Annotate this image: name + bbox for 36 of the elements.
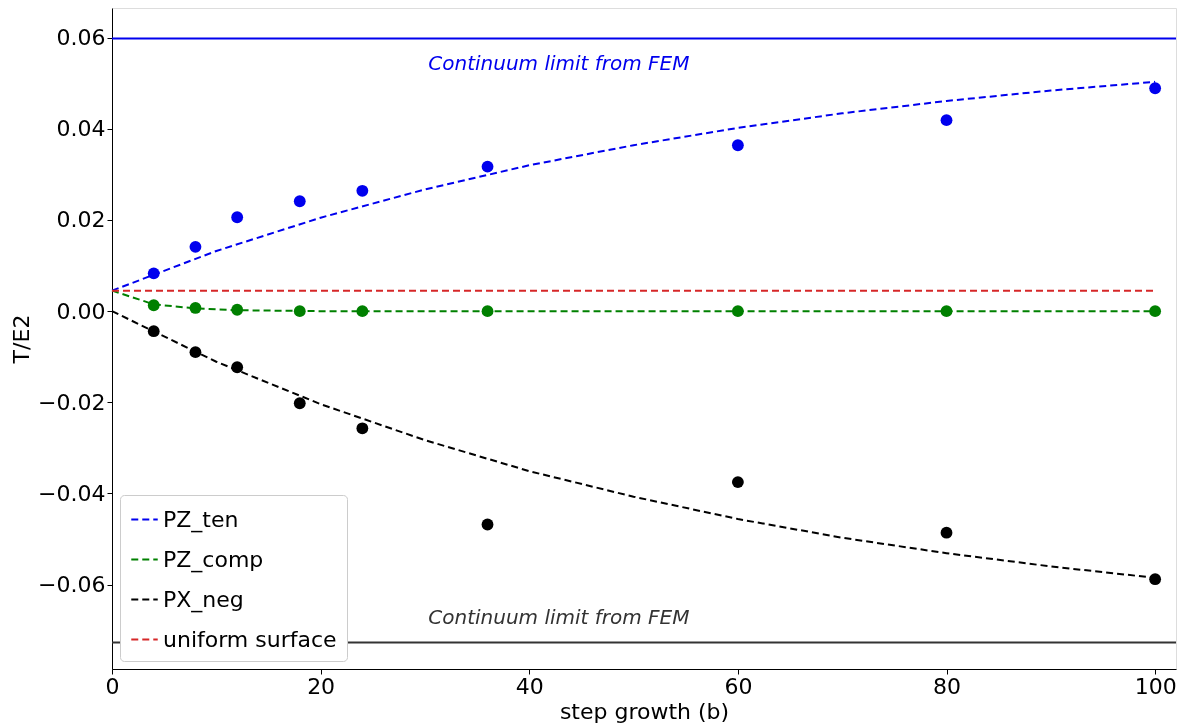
x-tick-label: 20 (307, 673, 336, 699)
point (231, 211, 244, 224)
point (293, 397, 306, 410)
y-tick-label: −0.02 (38, 389, 106, 415)
point (481, 518, 494, 531)
x-tick-label: 100 (1134, 673, 1177, 699)
point (940, 526, 953, 539)
x-tick-label: 0 (105, 673, 120, 699)
point (356, 422, 369, 435)
point (189, 240, 202, 253)
y-tick-label: 0.02 (56, 207, 106, 233)
ref-line-label: Continuum limit from FEM (428, 604, 690, 629)
x-tick-label: 40 (515, 673, 544, 699)
legend-label: PZ_comp (163, 546, 264, 573)
legend-label: PX_neg (163, 586, 244, 613)
y-tick-label: −0.06 (38, 572, 106, 598)
x-tick-label: 60 (724, 673, 753, 699)
point (1149, 305, 1162, 318)
y-tick-label: 0.00 (56, 298, 106, 324)
point (293, 195, 306, 208)
legend-label: uniform surface (163, 626, 337, 652)
point (1149, 573, 1162, 586)
point (1149, 82, 1162, 95)
point (481, 160, 494, 173)
y-tick-label: −0.04 (38, 480, 106, 506)
y-tick-label: 0.04 (56, 116, 106, 142)
point (731, 476, 744, 488)
legend-label: PZ_ten (163, 506, 239, 533)
point (940, 114, 953, 127)
ref-line-label: Continuum limit from FEM (428, 50, 690, 75)
point (356, 184, 369, 197)
point (731, 139, 744, 152)
y-tick-label: 0.06 (56, 25, 106, 51)
x-tick-label: 80 (933, 673, 962, 699)
y-axis-title: T/E2 (9, 314, 35, 365)
x-axis-title: step growth (b) (559, 698, 730, 724)
